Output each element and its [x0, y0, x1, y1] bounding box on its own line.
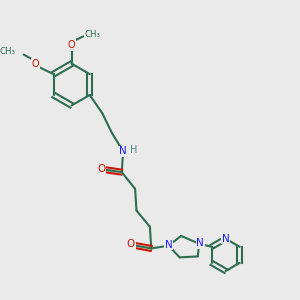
Text: N: N — [119, 146, 127, 156]
Text: CH₃: CH₃ — [85, 30, 101, 39]
Text: N: N — [222, 234, 230, 244]
Text: O: O — [31, 59, 39, 69]
Text: O: O — [68, 40, 75, 50]
Text: CH₃: CH₃ — [0, 47, 16, 56]
Text: H: H — [130, 145, 137, 154]
Text: O: O — [97, 164, 106, 173]
Text: N: N — [196, 238, 204, 248]
Text: O: O — [127, 239, 135, 249]
Text: N: N — [165, 240, 172, 250]
